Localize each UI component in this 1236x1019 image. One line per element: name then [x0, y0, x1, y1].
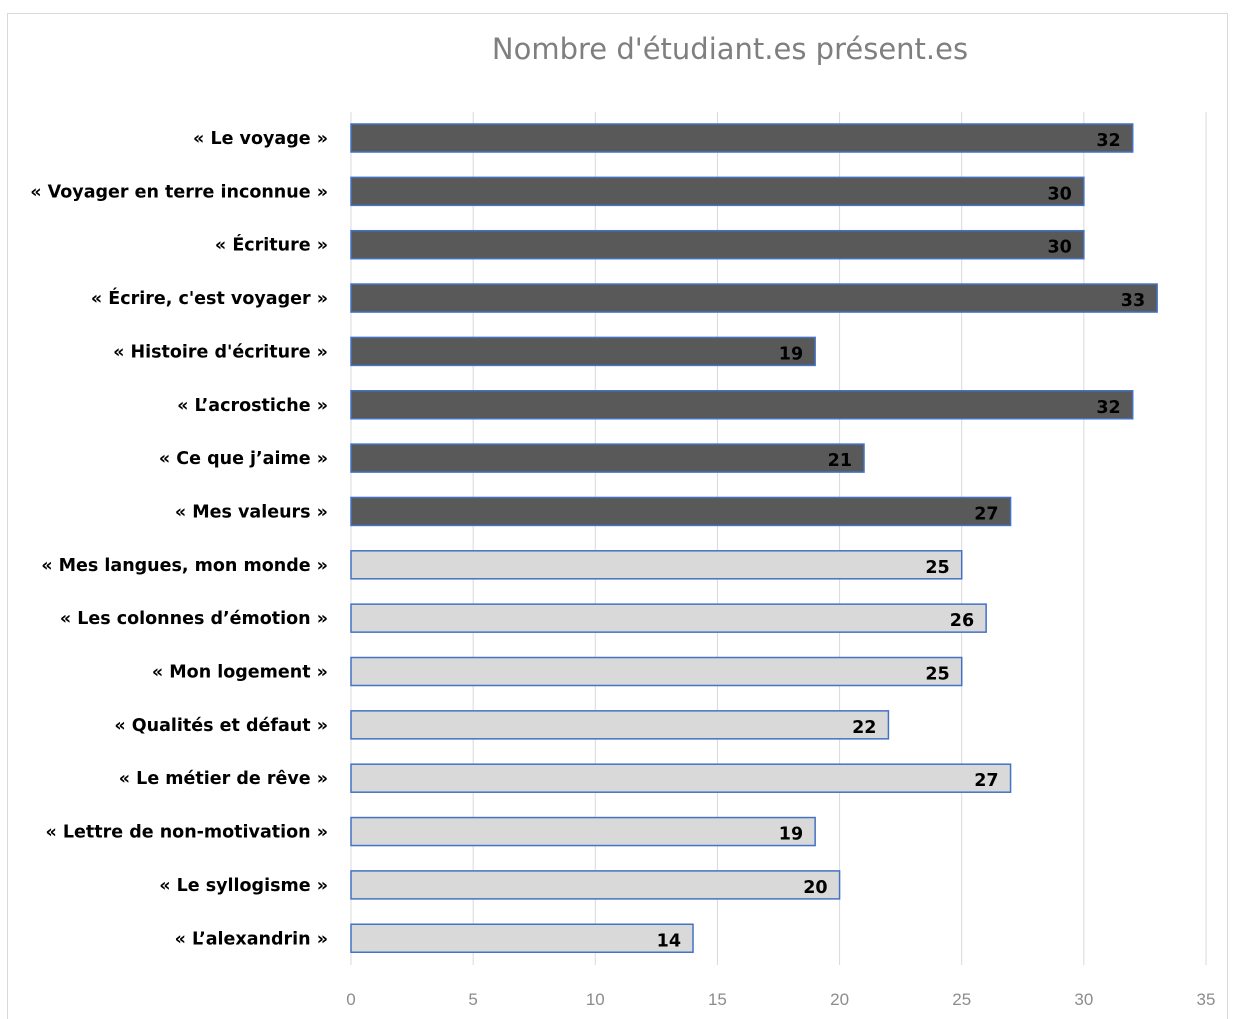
- category-label: « Le métier de rêve »: [119, 769, 328, 789]
- bar: [350, 710, 890, 740]
- x-tick-label: 10: [586, 990, 605, 1009]
- data-label: 27: [974, 771, 998, 791]
- category-label: « L’alexandrin »: [175, 929, 328, 949]
- category-label: « Le voyage »: [193, 129, 328, 149]
- bar: [350, 870, 841, 900]
- category-label: « Ce que j’aime »: [159, 449, 328, 469]
- x-tick-label: 5: [468, 990, 477, 1009]
- category-label: « Mon logement »: [152, 663, 328, 683]
- data-label: 20: [803, 878, 827, 898]
- category-label: « Les colonnes d’émotion »: [60, 609, 328, 629]
- data-label: 25: [925, 558, 949, 578]
- x-tick-label: 15: [708, 990, 727, 1009]
- x-tick-label: 30: [1074, 990, 1093, 1009]
- data-label: 19: [779, 344, 803, 364]
- bar: [350, 816, 816, 847]
- bar: [350, 603, 987, 633]
- bar: [350, 550, 963, 580]
- data-label: 27: [974, 504, 998, 524]
- data-label: 21: [828, 451, 852, 471]
- data-label: 14: [657, 931, 681, 951]
- bar: [350, 656, 963, 687]
- bar: [350, 336, 816, 367]
- data-label: 33: [1121, 291, 1145, 311]
- category-label: « Écrire, c'est voyager »: [91, 287, 328, 309]
- category-label: « Le syllogisme »: [159, 876, 328, 896]
- category-label: « Voyager en terre inconnue »: [30, 182, 328, 202]
- bar: [350, 443, 865, 473]
- bar: [350, 176, 1085, 207]
- bar: [350, 123, 1134, 153]
- category-label: « Histoire d'écriture »: [113, 342, 328, 362]
- category-label: « L’acrostiche »: [177, 396, 328, 416]
- category-label: « Mes valeurs »: [175, 502, 328, 522]
- category-label: « Mes langues, mon monde »: [41, 556, 328, 576]
- x-tick-label: 0: [346, 990, 355, 1009]
- bar: [350, 229, 1085, 260]
- x-tick-label: 35: [1197, 990, 1216, 1009]
- bar: [350, 763, 1012, 793]
- data-label: 25: [925, 665, 949, 685]
- chart-title: Nombre d'étudiant.es présent.es: [491, 32, 969, 66]
- bar: [350, 390, 1134, 420]
- category-label: « Lettre de non-motivation »: [45, 823, 328, 843]
- category-label: « Qualités et défaut »: [114, 716, 328, 736]
- bar: [350, 283, 1158, 313]
- x-tick-label: 20: [830, 990, 849, 1009]
- data-label: 19: [779, 825, 803, 845]
- data-label: 26: [950, 611, 974, 631]
- data-label: 30: [1047, 238, 1071, 258]
- bar: [350, 496, 1012, 527]
- data-label: 30: [1047, 184, 1071, 204]
- bar: [350, 923, 694, 953]
- data-label: 32: [1096, 131, 1120, 151]
- data-label: 22: [852, 718, 876, 738]
- x-tick-label: 25: [952, 990, 971, 1009]
- category-label: « Écriture »: [215, 234, 328, 256]
- data-label: 32: [1096, 398, 1120, 418]
